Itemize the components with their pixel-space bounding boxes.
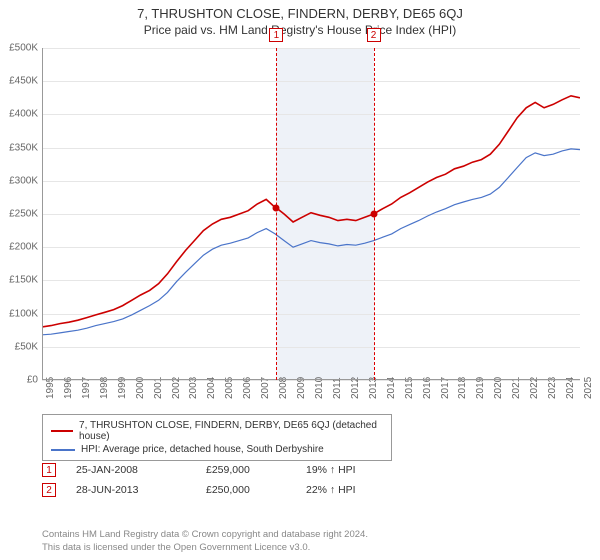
x-tick-label: 2025 [583,377,594,399]
legend-label: 7, THRUSHTON CLOSE, FINDERN, DERBY, DE65… [79,420,383,442]
marker-dot [370,211,377,218]
x-tick-label: 2017 [440,377,451,399]
transaction-date: 25-JAN-2008 [76,464,186,476]
x-tick-label: 2003 [188,377,199,399]
footer-line: This data is licensed under the Open Gov… [42,542,368,554]
marker-badge: 2 [367,28,381,42]
x-tick-label: 2023 [547,377,558,399]
legend-swatch [51,430,73,432]
x-tick-label: 2007 [260,377,271,399]
x-tick-label: 2024 [565,377,576,399]
x-tick-label: 1995 [45,377,56,399]
transaction-price: £259,000 [206,464,286,476]
x-tick-label: 2013 [368,377,379,399]
x-tick-label: 2002 [171,377,182,399]
footer-line: Contains HM Land Registry data © Crown c… [42,529,368,541]
marker-badge: 1 [269,28,283,42]
x-tick-label: 2011 [332,377,343,399]
transaction-badge: 2 [42,483,56,497]
x-tick-label: 1997 [81,377,92,399]
x-tick-label: 2022 [529,377,540,399]
transaction-row: 2 28-JUN-2013 £250,000 22% ↑ HPI [42,480,406,500]
y-axis [42,48,43,380]
legend-box: 7, THRUSHTON CLOSE, FINDERN, DERBY, DE65… [42,414,392,461]
legend-item: 7, THRUSHTON CLOSE, FINDERN, DERBY, DE65… [51,419,383,443]
y-tick-label: £250K [2,209,38,220]
x-tick-label: 1998 [99,377,110,399]
x-tick-label: 2016 [422,377,433,399]
legend-label: HPI: Average price, detached house, Sout… [81,444,324,455]
legend-item: HPI: Average price, detached house, Sout… [51,443,383,456]
y-tick-label: £0 [2,375,38,386]
marker-line [276,48,277,380]
legend-swatch [51,449,75,451]
x-tick-label: 2014 [386,377,397,399]
chart-container: 7, THRUSHTON CLOSE, FINDERN, DERBY, DE65… [0,0,600,560]
y-tick-label: £300K [2,175,38,186]
y-tick-label: £500K [2,43,38,54]
transaction-pct: 22% ↑ HPI [306,484,406,496]
transaction-date: 28-JUN-2013 [76,484,186,496]
transaction-table: 1 25-JAN-2008 £259,000 19% ↑ HPI 2 28-JU… [42,460,406,500]
x-tick-label: 2018 [457,377,468,399]
x-tick-label: 2010 [314,377,325,399]
x-tick-label: 1996 [63,377,74,399]
marker-dot [273,205,280,212]
y-tick-label: £50K [2,341,38,352]
x-tick-label: 2015 [404,377,415,399]
chart-area: £0£50K£100K£150K£200K£250K£300K£350K£400… [42,48,580,380]
x-tick-label: 2008 [278,377,289,399]
x-tick-label: 2004 [206,377,217,399]
x-tick-label: 2019 [475,377,486,399]
x-tick-label: 2021 [511,377,522,399]
y-tick-label: £350K [2,142,38,153]
transaction-badge: 1 [42,463,56,477]
transaction-pct: 19% ↑ HPI [306,464,406,476]
transaction-row: 1 25-JAN-2008 £259,000 19% ↑ HPI [42,460,406,480]
y-tick-label: £200K [2,242,38,253]
footer-attribution: Contains HM Land Registry data © Crown c… [42,529,368,554]
x-tick-label: 2001 [153,377,164,399]
y-tick-label: £100K [2,308,38,319]
x-tick-label: 2020 [493,377,504,399]
x-tick-label: 2005 [224,377,235,399]
transaction-price: £250,000 [206,484,286,496]
y-tick-label: £450K [2,76,38,87]
y-tick-label: £400K [2,109,38,120]
chart-subtitle: Price paid vs. HM Land Registry's House … [0,21,600,37]
x-axis [42,379,580,380]
x-tick-label: 2012 [350,377,361,399]
y-tick-label: £150K [2,275,38,286]
series-hpi [42,149,580,335]
x-tick-label: 1999 [117,377,128,399]
series-property [42,96,580,327]
x-tick-label: 2000 [135,377,146,399]
x-tick-label: 2009 [296,377,307,399]
x-tick-label: 2006 [242,377,253,399]
chart-title: 7, THRUSHTON CLOSE, FINDERN, DERBY, DE65… [0,0,600,21]
line-chart [42,48,580,380]
